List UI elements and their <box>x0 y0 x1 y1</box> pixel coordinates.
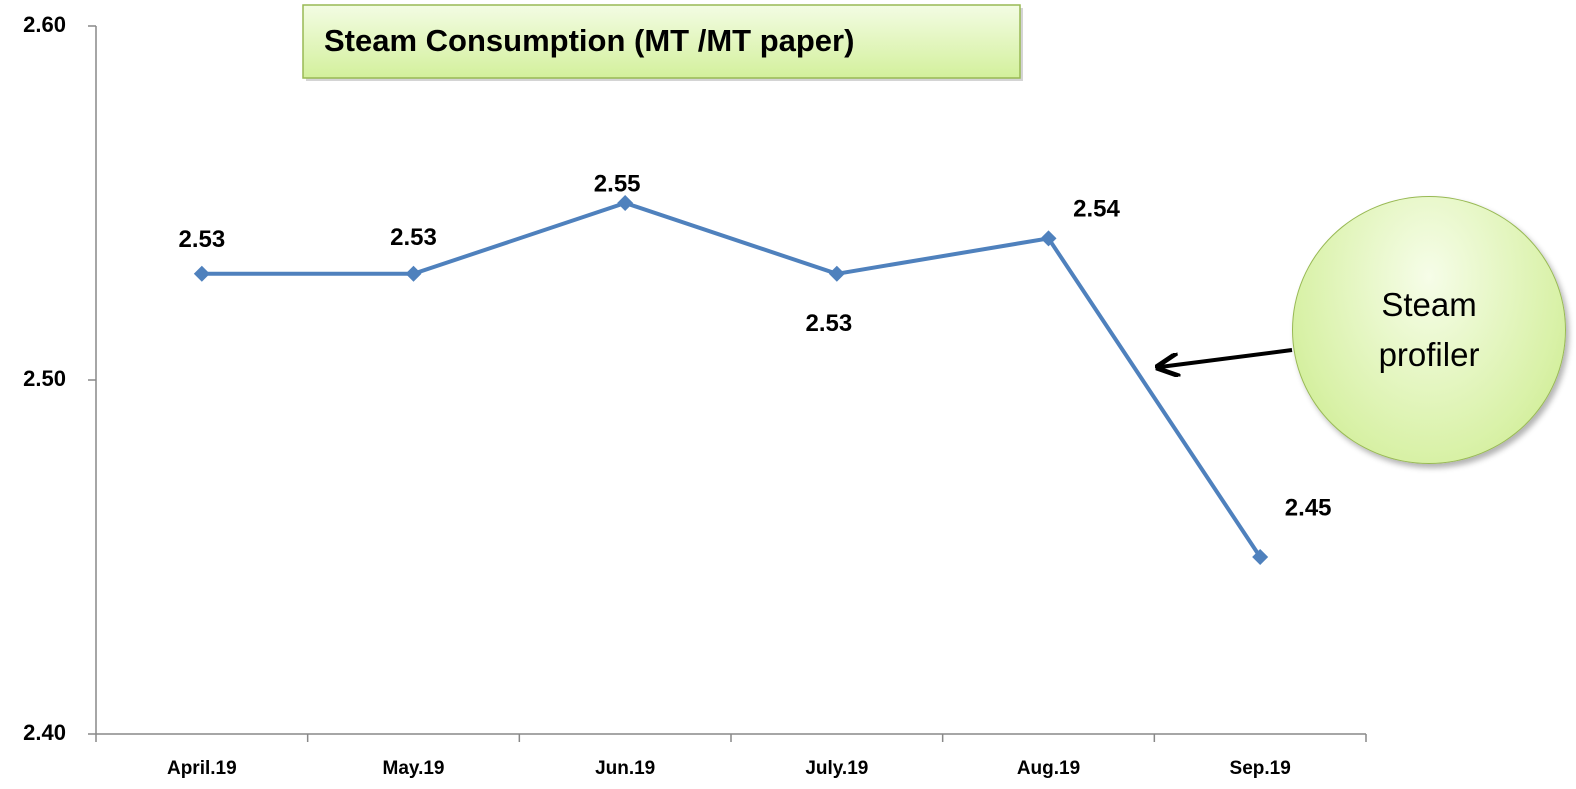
y-tick-label: 2.60 <box>23 12 66 37</box>
line <box>201 200 1262 559</box>
chart-title: Steam Consumption (MT /MT paper) <box>324 23 854 58</box>
marker <box>1040 230 1057 247</box>
x-tick-label: Aug.19 <box>1017 758 1080 779</box>
y-tick-label: 2.40 <box>23 720 66 745</box>
marker <box>828 265 845 282</box>
data-label: 2.55 <box>594 170 641 197</box>
data-label: 2.53 <box>178 226 225 253</box>
data-label: 2.45 <box>1285 494 1332 521</box>
annotation-arrow <box>1160 348 1293 367</box>
x-tick-label: July.19 <box>805 758 868 779</box>
marker <box>617 195 634 211</box>
x-tick-label: May.19 <box>383 758 445 779</box>
title-box <box>302 4 1021 79</box>
x-tick-label: April.19 <box>167 758 237 779</box>
data-label: 2.53 <box>390 224 437 251</box>
x-tick-label: Sep.19 <box>1230 758 1291 779</box>
marker <box>193 265 210 282</box>
marker <box>405 265 422 282</box>
data-label: 2.54 <box>1073 196 1120 223</box>
data-label: 2.53 <box>805 310 852 337</box>
annotation: Steam profiler <box>1292 196 1566 464</box>
annotation-text: Steam profiler <box>1378 286 1480 373</box>
x-tick-label: Jun.19 <box>595 758 655 779</box>
marker <box>1252 549 1269 565</box>
y-tick-label: 2.50 <box>23 366 66 391</box>
